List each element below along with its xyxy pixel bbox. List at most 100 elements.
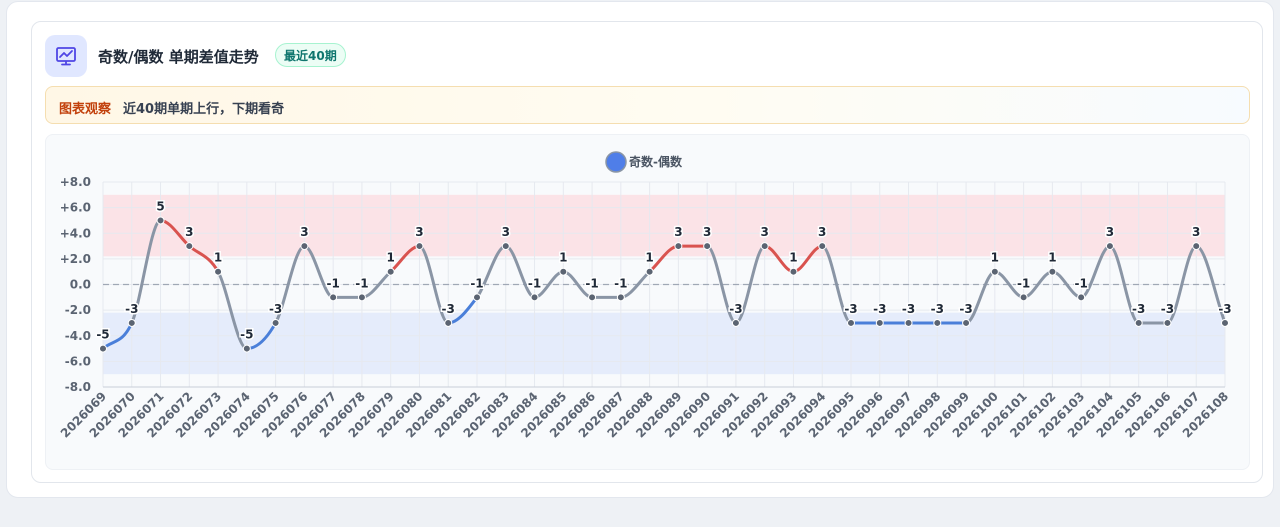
chart-card: 奇数/偶数 单期差值走势 最近40期 图表观察 近40期单期上行，下期看奇 +8… xyxy=(31,21,1263,483)
data-label: 3 xyxy=(185,225,193,239)
data-point[interactable] xyxy=(473,293,481,302)
data-point[interactable] xyxy=(329,293,338,302)
data-label: 5 xyxy=(156,199,164,213)
data-label: 3 xyxy=(502,225,510,239)
y-tick-label: +2.0 xyxy=(60,252,91,266)
data-label: -1 xyxy=(528,276,541,290)
data-label: -1 xyxy=(614,276,627,290)
data-point[interactable] xyxy=(559,267,568,276)
y-tick-label: +6.0 xyxy=(60,201,91,215)
data-point[interactable] xyxy=(731,318,740,327)
data-label: 3 xyxy=(703,225,711,239)
data-label: 3 xyxy=(300,225,308,239)
legend-label[interactable]: 奇数-偶数 xyxy=(629,154,683,169)
data-point[interactable] xyxy=(847,318,855,327)
data-label: -1 xyxy=(355,276,368,290)
data-point[interactable] xyxy=(156,216,165,225)
data-point[interactable] xyxy=(933,318,942,327)
data-label: 3 xyxy=(1106,225,1114,239)
data-label: 3 xyxy=(674,225,682,239)
data-label: -3 xyxy=(873,302,886,316)
data-label: 1 xyxy=(789,251,797,265)
data-point[interactable] xyxy=(875,318,884,327)
data-point[interactable] xyxy=(703,242,712,251)
data-label: -1 xyxy=(470,276,483,290)
data-point[interactable] xyxy=(1019,293,1028,302)
data-point[interactable] xyxy=(760,242,769,251)
data-label: 3 xyxy=(761,225,769,239)
data-label: 1 xyxy=(645,251,653,265)
data-label: -1 xyxy=(1074,276,1087,290)
data-point[interactable] xyxy=(588,293,597,302)
data-point[interactable] xyxy=(242,344,251,353)
y-tick-label: -2.0 xyxy=(65,303,91,317)
data-label: 1 xyxy=(1048,251,1056,265)
data-label: -3 xyxy=(844,302,857,316)
data-point[interactable] xyxy=(990,267,999,276)
data-point[interactable] xyxy=(99,344,107,353)
data-point[interactable] xyxy=(1048,267,1057,276)
data-point[interactable] xyxy=(214,267,223,276)
data-label: -3 xyxy=(1161,302,1174,316)
data-point[interactable] xyxy=(185,242,194,251)
page-panel: 奇数/偶数 单期差值走势 最近40期 图表观察 近40期单期上行，下期看奇 +8… xyxy=(6,1,1274,498)
data-label: 1 xyxy=(991,251,999,265)
data-label: -3 xyxy=(902,302,915,316)
data-label: -3 xyxy=(1132,302,1145,316)
y-tick-label: +4.0 xyxy=(60,226,91,240)
data-label: -3 xyxy=(729,302,742,316)
range-band xyxy=(103,312,1225,375)
data-label: -1 xyxy=(585,276,598,290)
data-label: 3 xyxy=(818,225,826,239)
chart-title: 奇数/偶数 单期差值走势 xyxy=(98,48,259,66)
observation-label: 图表观察 xyxy=(59,102,112,117)
data-point[interactable] xyxy=(1221,318,1229,327)
y-tick-label: 0.0 xyxy=(70,278,91,292)
data-point[interactable] xyxy=(501,242,510,251)
data-point[interactable] xyxy=(415,242,424,251)
data-point[interactable] xyxy=(1134,318,1143,327)
data-label: -5 xyxy=(240,328,253,342)
data-point[interactable] xyxy=(271,318,280,327)
data-label: 1 xyxy=(387,251,395,265)
y-tick-label: -4.0 xyxy=(65,329,91,343)
trend-chart-icon xyxy=(45,35,87,77)
data-label: -3 xyxy=(931,302,944,316)
data-point[interactable] xyxy=(1192,242,1201,251)
period-badge: 最近40期 xyxy=(275,43,346,67)
line-chart: +8.0 +6.0 +4.0 +2.0 0.0 -2.0 -4.0 -6.0 -8.0 -5 -3… xyxy=(58,151,1233,440)
data-label: -5 xyxy=(96,328,109,342)
data-point[interactable] xyxy=(789,267,798,276)
chart-area: +8.0 +6.0 +4.0 +2.0 0.0 -2.0 -4.0 -6.0 -8.0 -5 -3… xyxy=(45,134,1250,470)
observation-text: 近40期单期上行，下期看奇 xyxy=(123,102,285,117)
data-point[interactable] xyxy=(300,242,309,251)
data-label: -3 xyxy=(1218,302,1231,316)
series-line-segment xyxy=(130,218,163,325)
data-label: 1 xyxy=(559,251,567,265)
data-point[interactable] xyxy=(1077,293,1086,302)
data-label: -3 xyxy=(442,302,455,316)
data-point[interactable] xyxy=(357,293,366,302)
data-label: 3 xyxy=(415,225,423,239)
data-point[interactable] xyxy=(674,242,683,251)
data-point[interactable] xyxy=(645,267,654,276)
data-label: -1 xyxy=(1017,276,1030,290)
y-tick-label: -6.0 xyxy=(65,354,91,368)
data-point[interactable] xyxy=(616,293,625,302)
y-tick-label: -8.0 xyxy=(65,380,91,394)
data-label: -3 xyxy=(269,302,282,316)
data-point[interactable] xyxy=(904,318,913,327)
range-band xyxy=(103,194,1225,257)
data-label: -3 xyxy=(959,302,972,316)
data-point[interactable] xyxy=(1163,318,1172,327)
data-point[interactable] xyxy=(127,318,136,327)
data-point[interactable] xyxy=(530,293,539,302)
data-point[interactable] xyxy=(386,267,395,276)
data-point[interactable] xyxy=(444,318,453,327)
data-label: 3 xyxy=(1192,225,1200,239)
data-point[interactable] xyxy=(818,242,827,251)
data-label: -3 xyxy=(125,302,138,316)
data-point[interactable] xyxy=(1105,242,1114,251)
data-point[interactable] xyxy=(962,318,971,327)
legend-marker[interactable] xyxy=(605,151,627,173)
